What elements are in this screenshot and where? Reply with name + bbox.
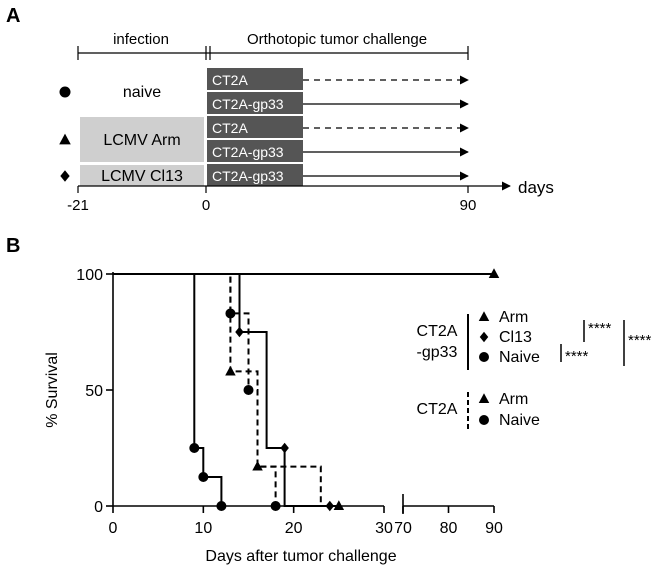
phase-label-challenge: Orthotopic tumor challenge xyxy=(247,31,427,48)
legend-group-label: -gp33 xyxy=(417,344,458,361)
data-point-circle xyxy=(216,501,227,511)
x-tick-label: 80 xyxy=(440,520,458,537)
infection-label: naive xyxy=(123,84,161,101)
group-symbol-diamond xyxy=(60,170,70,182)
data-point-circle xyxy=(270,501,281,511)
x-tick-label: 10 xyxy=(194,520,212,537)
data-point-triangle xyxy=(488,268,500,278)
x-tick-label: 70 xyxy=(394,520,412,537)
x-tick-label: 20 xyxy=(285,520,303,537)
y-tick-label: 0 xyxy=(94,499,103,516)
timeline-tick-label: -21 xyxy=(67,197,89,214)
phase-label-infection: infection xyxy=(113,31,169,48)
timeline-diagram: infection Orthotopic tumor challenge nai… xyxy=(59,31,554,214)
y-tick-label: 100 xyxy=(76,267,103,284)
data-point-circle xyxy=(198,472,209,482)
legend-item-label: Naive xyxy=(499,349,540,366)
legend-marker-diamond xyxy=(479,331,489,343)
timeline-axis: -21 0 90 xyxy=(67,181,511,214)
timeline-tick-label: 90 xyxy=(460,197,477,214)
data-point-circle xyxy=(189,443,200,453)
tumor-box xyxy=(207,140,303,162)
legend-marker-triangle xyxy=(478,393,490,403)
data-point-triangle xyxy=(225,365,236,376)
x-axis-label: Days after tumor challenge xyxy=(205,548,396,565)
x-tick-label: 30 xyxy=(375,520,393,537)
data-point-circle xyxy=(225,308,236,319)
data-point-circle xyxy=(243,385,254,395)
data-point-diamond xyxy=(280,442,289,454)
data-point-diamond xyxy=(235,326,244,338)
legend-item-label: Naive xyxy=(499,412,540,429)
tumor-label: CT2A xyxy=(212,120,248,136)
significance-label: **** xyxy=(565,348,589,365)
legend-item-label: Arm xyxy=(499,309,528,326)
legend-item-label: Cl13 xyxy=(499,329,532,346)
survival-chart: 0 50 100 0 10 20 30 70 80 90 % Survival Days afte… xyxy=(44,267,652,565)
timeline-axis-label: days xyxy=(518,178,554,197)
infection-box xyxy=(80,165,204,186)
data-point-triangle xyxy=(252,460,263,471)
panel-label-a: A xyxy=(6,5,20,27)
legend-marker-circle xyxy=(479,352,489,362)
series-line xyxy=(113,273,223,506)
infection-label: LCMV Cl13 xyxy=(101,168,183,185)
series-line xyxy=(113,273,330,507)
y-axis-label: % Survival xyxy=(44,352,61,428)
tumor-label: CT2A-gp33 xyxy=(212,168,284,184)
chart-axes: 0 50 100 0 10 20 30 70 80 90 xyxy=(76,267,503,537)
group-symbol-triangle xyxy=(59,133,71,145)
phase-brackets xyxy=(77,46,469,60)
tumor-box xyxy=(207,164,303,186)
tumor-box xyxy=(207,68,303,90)
infection-label: LCMV Arm xyxy=(103,132,180,149)
legend-group-label: CT2A xyxy=(417,323,458,340)
legend-item-label: Arm xyxy=(499,391,528,408)
series-line xyxy=(113,273,339,507)
chart-legend: CT2A -gp33 Arm Cl13 Naive CT2A Arm Naive **** ***… xyxy=(417,309,652,432)
data-point-diamond xyxy=(325,500,335,512)
infection-box xyxy=(80,117,204,162)
tumor-label: CT2A-gp33 xyxy=(212,96,284,112)
chart-series xyxy=(113,268,500,512)
legend-marker-triangle xyxy=(478,311,490,321)
group-symbol-circle xyxy=(59,86,71,98)
x-tick-label: 90 xyxy=(485,520,503,537)
legend-marker-circle xyxy=(479,415,489,425)
tumor-box xyxy=(207,92,303,114)
significance-label: **** xyxy=(628,332,652,349)
x-tick-label: 0 xyxy=(109,520,118,537)
data-point-triangle xyxy=(333,500,345,510)
significance-label: **** xyxy=(588,320,612,337)
tumor-label: CT2A xyxy=(212,72,248,88)
timeline-tick-label: 0 xyxy=(202,197,210,214)
tumor-label: CT2A-gp33 xyxy=(212,144,284,160)
tumor-box xyxy=(207,116,303,138)
legend-group-label: CT2A xyxy=(417,401,458,418)
y-tick-label: 50 xyxy=(85,383,103,400)
timeline-rows: naive CT2A CT2A-gp33 LCMV Arm CT2A CT2A-gp33 L… xyxy=(59,68,469,186)
panel-label-b: B xyxy=(6,235,20,257)
